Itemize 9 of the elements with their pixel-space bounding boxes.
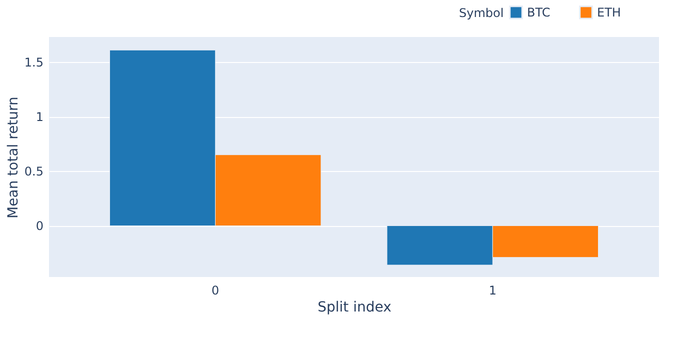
y-tick-label: 0.5 xyxy=(24,164,44,179)
y-axis-title: Mean total return xyxy=(5,96,22,218)
legend-title: Symbol xyxy=(459,6,504,20)
y-tick-label: 1.5 xyxy=(24,56,44,70)
x-axis-title: Split index xyxy=(318,300,392,316)
y-tick-label: 0 xyxy=(36,219,44,234)
legend-label: ETH xyxy=(597,5,621,20)
y-tick-label: 1 xyxy=(36,110,44,124)
legend-label: BTC xyxy=(527,5,550,20)
